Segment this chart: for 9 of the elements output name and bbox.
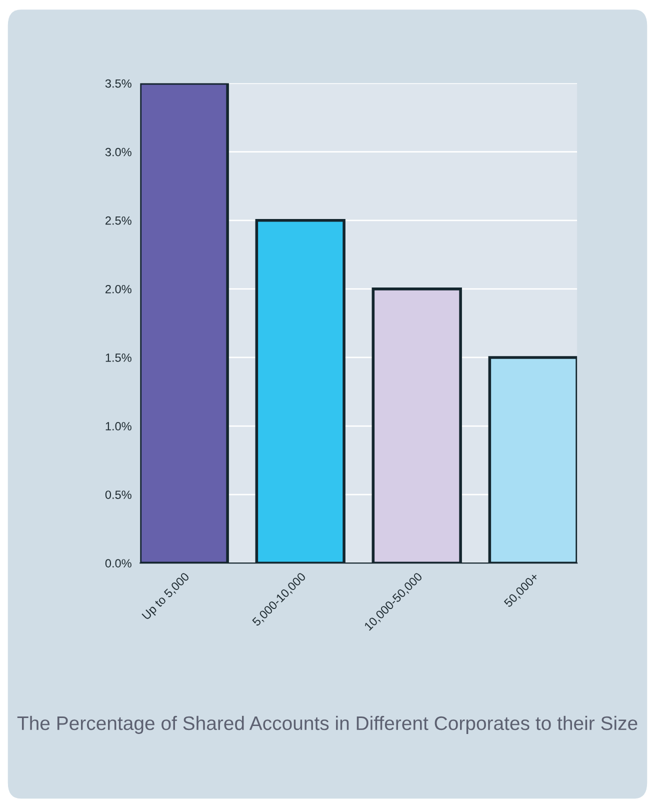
y-tick-label: 1.0% — [106, 422, 132, 430]
y-tick-label: 2.0% — [106, 284, 132, 294]
text: The Percentage of Shared Accounts in Different Corporates to their Size — [17, 716, 638, 734]
y-tick-label: 1.5% — [106, 354, 132, 362]
y-tick-label: 0.5% — [105, 490, 132, 499]
y-tick-label: 2.5% — [106, 216, 132, 225]
y-tick-label: 3.0% — [105, 148, 132, 156]
y-tick-label: 3.5% — [105, 79, 132, 88]
y-tick-label: 0.0% — [105, 559, 132, 568]
